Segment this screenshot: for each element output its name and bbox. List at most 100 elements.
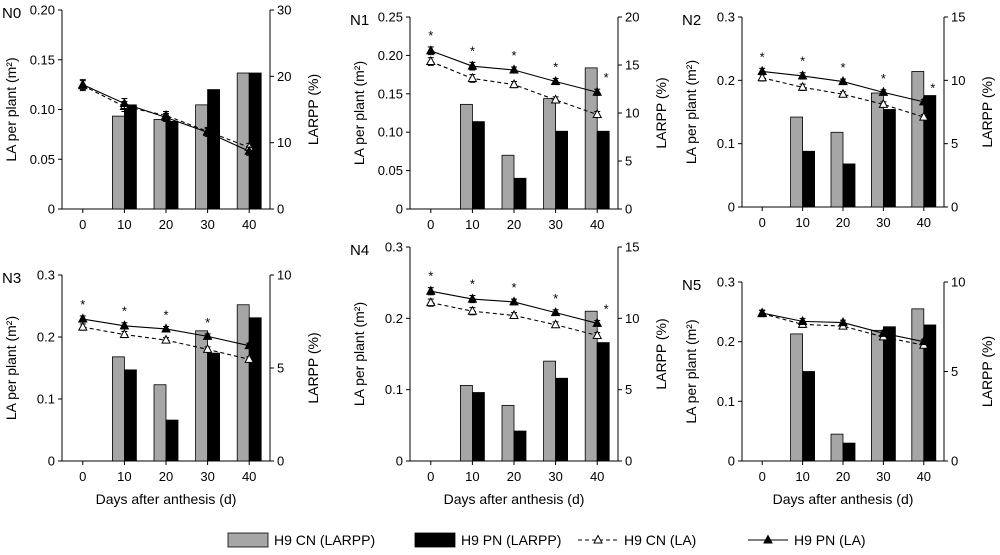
- bar-cn-larpp: [153, 384, 167, 462]
- marker-pn-la: [202, 330, 213, 340]
- right-tick-label: 10: [277, 268, 291, 283]
- right-tick-label: 10: [625, 311, 639, 326]
- bar-cn-larpp: [112, 115, 125, 210]
- right-tick-label: 0: [625, 202, 632, 217]
- left-tick-label: 0.10: [30, 102, 55, 117]
- x-tick-label: 10: [117, 469, 131, 484]
- bar-cn-larpp: [459, 384, 473, 462]
- bar-pn-larpp: [124, 369, 137, 462]
- panel-n3: 0 0.1 0.2 0.3 0 5 10 0 10 20 30 40 N3 LA per plant (m…: [2, 268, 321, 508]
- marker-pn-la: [878, 327, 889, 337]
- legend-marker-pn-la: [763, 534, 773, 544]
- panel-label: N3: [2, 270, 21, 287]
- significance-star: *: [428, 28, 433, 43]
- left-axis-title: LA per plant (m²): [683, 60, 699, 164]
- marker-pn-la: [244, 340, 255, 350]
- significance-star: *: [760, 49, 765, 64]
- x-tick-label: 20: [507, 217, 521, 232]
- right-tick-label: 20: [277, 69, 291, 84]
- marker-pn-la: [838, 76, 848, 86]
- bar-cn-larpp: [153, 119, 167, 210]
- legend-swatch-cn-larpp: [227, 532, 269, 548]
- bar-cn-larpp: [871, 329, 884, 462]
- marker-pn-la: [509, 296, 519, 306]
- x-tick-label: 0: [427, 217, 434, 232]
- right-axis-title: LARPP (%): [653, 77, 669, 148]
- significance-star: *: [800, 54, 805, 69]
- marker-pn-la: [77, 79, 88, 89]
- marker-pn-la: [161, 111, 171, 121]
- left-tick-label: 0.1: [37, 392, 55, 407]
- bar-pn-larpp: [596, 342, 610, 462]
- x-tick-label: 0: [427, 469, 434, 484]
- left-tick-label: 0.2: [717, 334, 735, 349]
- right-tick-label: 5: [277, 361, 284, 376]
- left-tick-label: 0.1: [717, 136, 735, 151]
- marker-cn-la: [425, 55, 436, 66]
- marker-cn-la: [550, 94, 561, 104]
- x-tick-label: 30: [548, 217, 562, 232]
- marker-pn-la: [878, 86, 889, 96]
- right-tick-label: 20: [625, 10, 639, 25]
- significance-star: *: [881, 71, 886, 86]
- marker-pn-la: [425, 45, 436, 55]
- significance-star: *: [256, 324, 261, 339]
- right-tick-label: 10: [277, 135, 291, 150]
- marker-pn-la: [838, 317, 848, 327]
- x-tick-label: 20: [159, 469, 173, 484]
- bar-cn-larpp: [543, 98, 556, 210]
- legend: H9 CN (LARPP) H9 PN (LARPP) H9 CN (LA) H9 P…: [227, 532, 866, 548]
- bar-cn-larpp: [911, 308, 925, 462]
- x-tick-label: 20: [836, 469, 850, 484]
- left-tick-label: 0.3: [37, 268, 55, 283]
- right-axis-title: LARPP (%): [305, 74, 321, 145]
- bar-cn-larpp: [195, 104, 209, 210]
- marker-cn-la: [244, 353, 255, 363]
- marker-pn-la: [918, 336, 929, 346]
- marker-cn-la: [757, 72, 768, 82]
- panel-n1: 0 0.05 0.10 0.15 0.20 0.25 0 5 10 15 20 0 10 20 30 40 N1…: [350, 10, 669, 233]
- left-axis-title: LA per plant (m²): [3, 57, 19, 161]
- marker-pn-la: [467, 60, 478, 70]
- x-tick-label: 40: [242, 469, 256, 484]
- marker-pn-la: [509, 64, 519, 74]
- left-tick-label: 0.1: [717, 394, 735, 409]
- bar-pn-larpp: [471, 121, 485, 210]
- significance-star: *: [205, 315, 210, 330]
- x-tick-label: 30: [876, 215, 890, 230]
- bar-cn-larpp: [543, 360, 556, 462]
- marker-pn-la: [550, 307, 561, 317]
- right-tick-label: 5: [625, 382, 632, 397]
- left-tick-label: 0.3: [385, 240, 403, 255]
- bar-cn-larpp: [236, 304, 250, 462]
- right-axis-title: LARPP (%): [653, 318, 669, 389]
- marker-pn-la: [918, 96, 929, 106]
- significance-star: *: [553, 291, 558, 306]
- x-tick-label: 10: [465, 469, 479, 484]
- right-axis-title: LARPP (%): [305, 332, 321, 403]
- marker-cn-la: [161, 334, 171, 344]
- left-tick-label: 0.3: [717, 10, 735, 25]
- bar-pn-larpp: [248, 72, 262, 210]
- bar-cn-larpp: [112, 356, 125, 462]
- significance-star: *: [163, 307, 168, 322]
- x-tick-label: 20: [159, 217, 173, 232]
- bar-pn-larpp: [923, 95, 937, 208]
- marker-pn-la: [797, 315, 808, 325]
- right-tick-label: 5: [951, 364, 958, 379]
- x-tick-label: 0: [79, 217, 86, 232]
- right-tick-label: 5: [951, 136, 958, 151]
- panel-label: N0: [2, 5, 21, 22]
- marker-cn-la: [509, 309, 519, 319]
- bar-pn-larpp: [248, 317, 262, 462]
- left-tick-label: 0.2: [37, 330, 55, 345]
- legend-label: H9 PN (LARPP): [461, 532, 561, 548]
- x-tick-label: 0: [759, 469, 766, 484]
- panel-label: N4: [350, 242, 369, 259]
- x-tick-label: 0: [79, 469, 86, 484]
- bar-cn-larpp: [236, 72, 250, 210]
- significance-star: *: [470, 43, 475, 58]
- marker-cn-la: [202, 343, 213, 353]
- marker-pn-la: [161, 323, 171, 333]
